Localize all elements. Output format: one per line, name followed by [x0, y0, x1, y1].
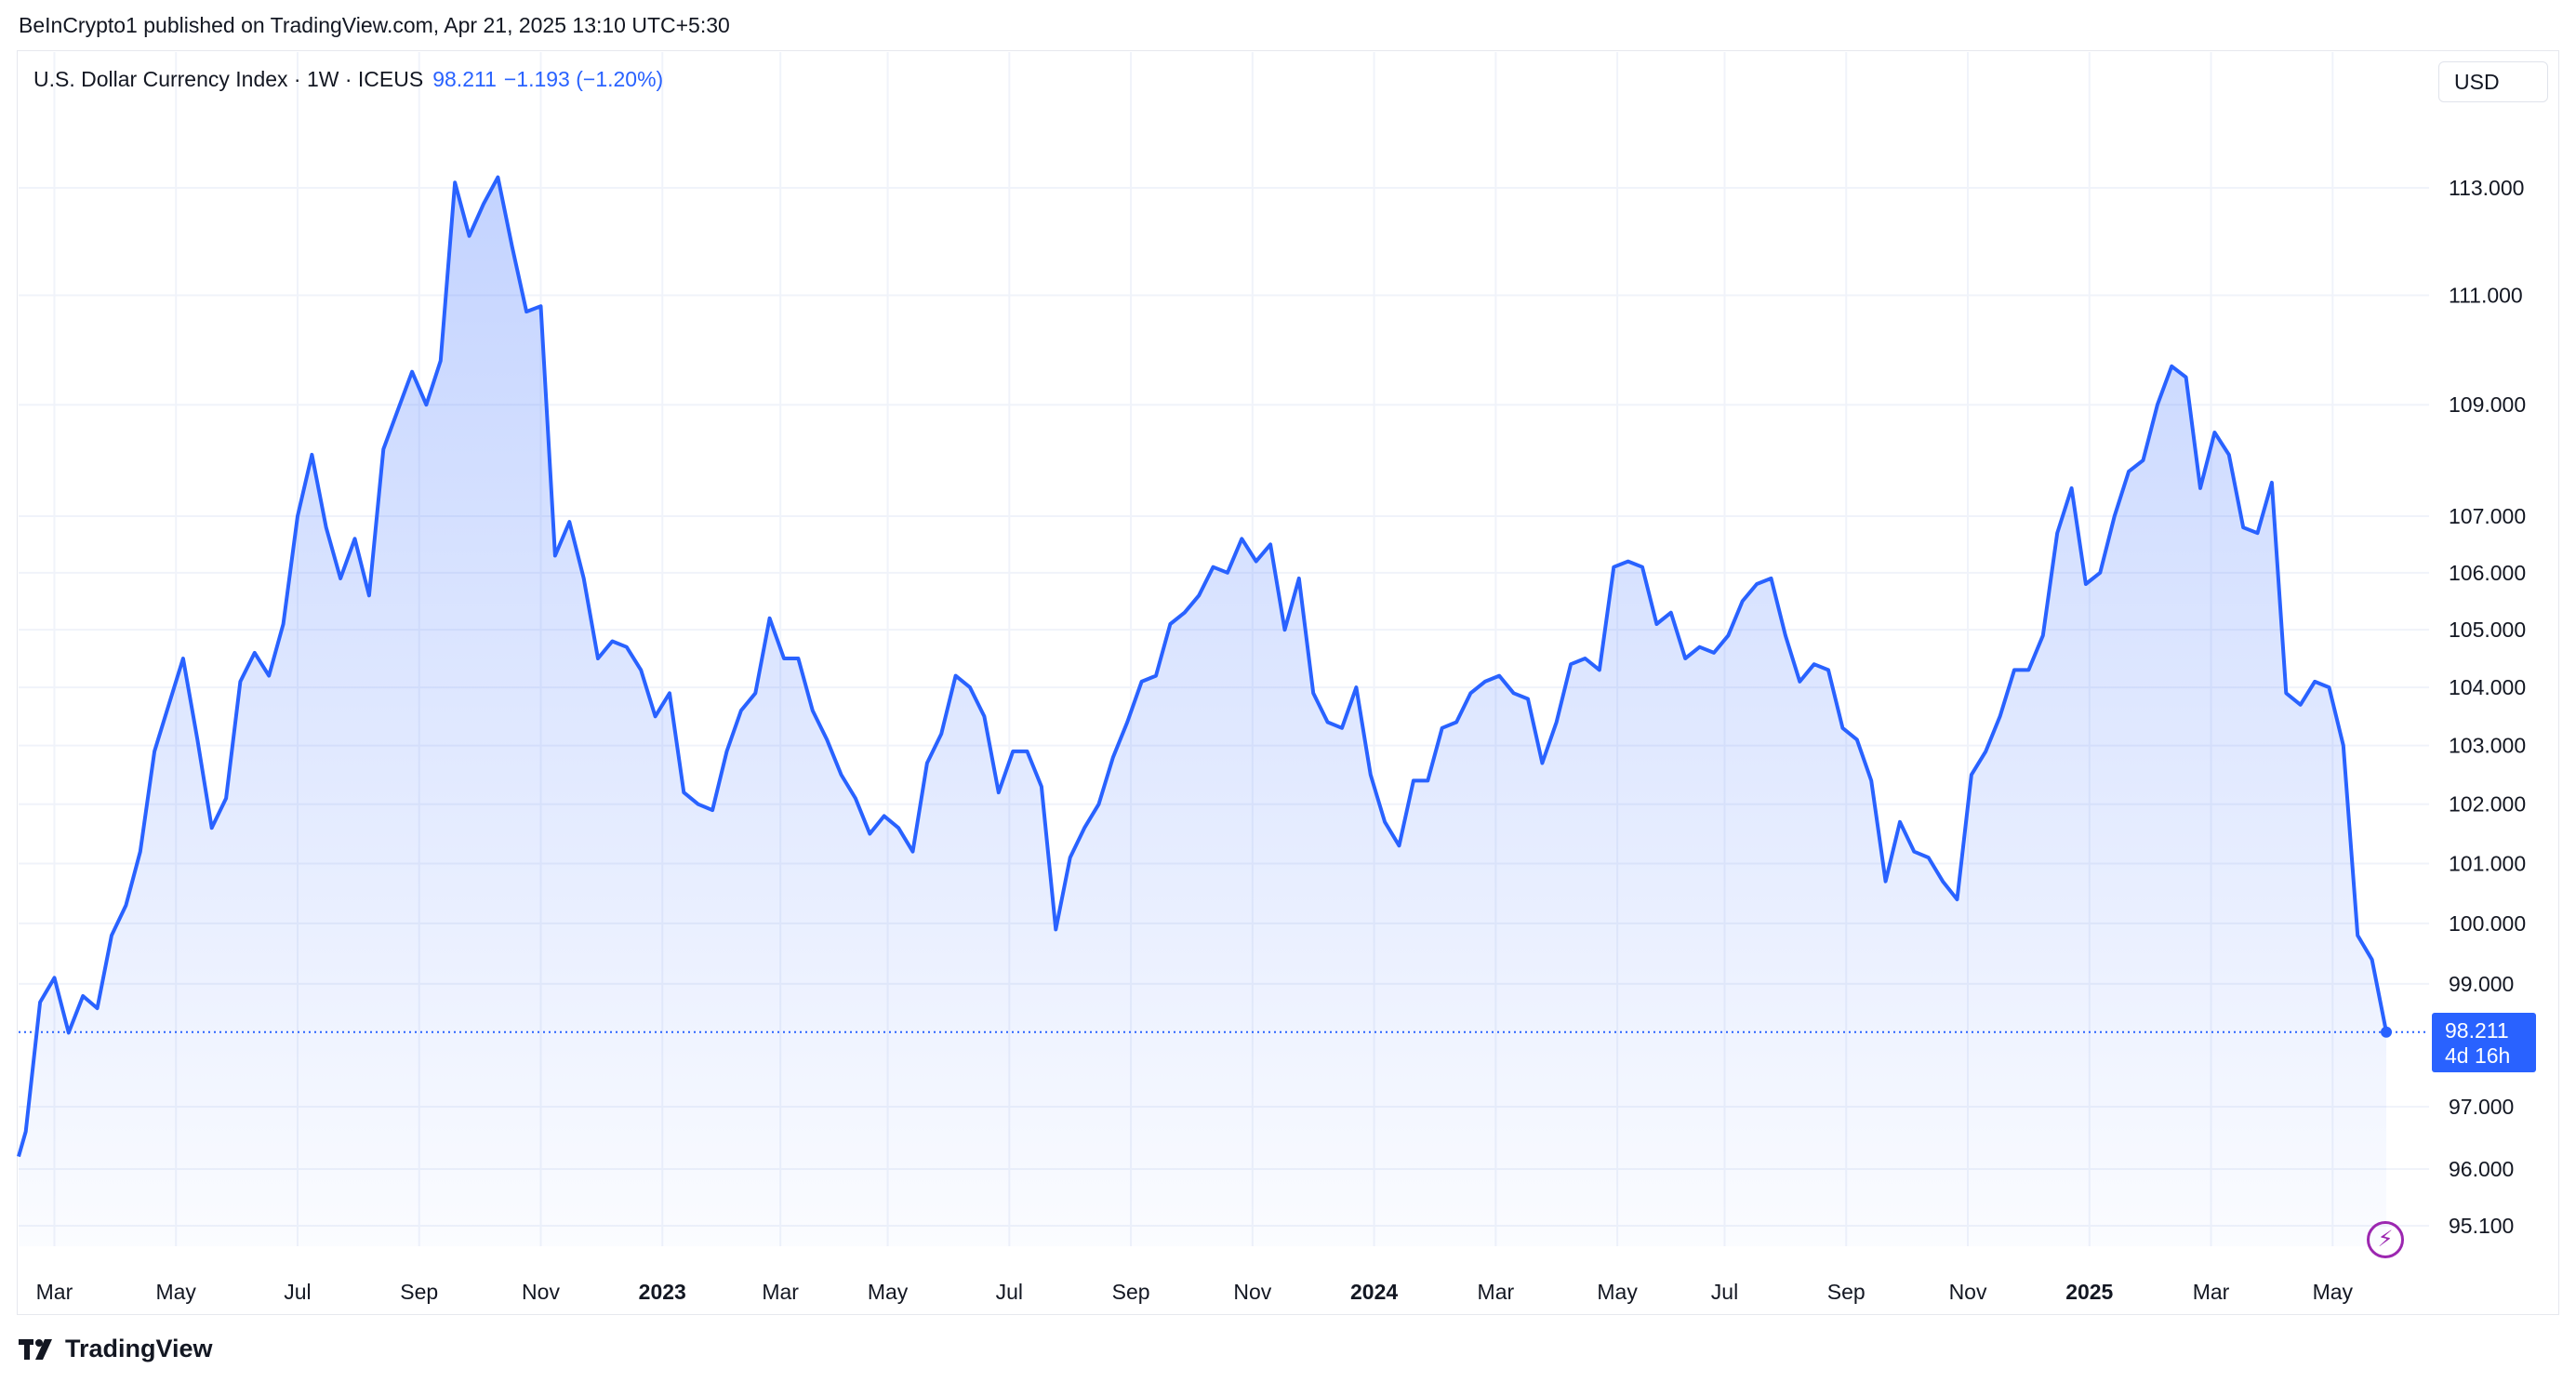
legend-last-value: 98.211 — [432, 67, 497, 91]
y-tick-label: 95.100 — [2449, 1214, 2514, 1238]
x-tick-label: 2023 — [639, 1280, 686, 1304]
x-tick-label: Sep — [1112, 1280, 1150, 1304]
x-tick-label: Nov — [1949, 1280, 1987, 1304]
last-price-tag: 98.211 4d 16h — [2432, 1013, 2536, 1072]
x-tick-label: 2024 — [1350, 1280, 1398, 1304]
lightning-bolt-icon[interactable]: ⚡ — [2367, 1221, 2404, 1258]
chart-frame — [17, 50, 2559, 1315]
published-by-line: BeInCrypto1 published on TradingView.com… — [19, 13, 730, 37]
tradingview-logo-icon — [19, 1338, 52, 1360]
y-tick-label: 106.000 — [2449, 561, 2526, 585]
bar-countdown: 4d 16h — [2445, 1043, 2511, 1068]
x-tick-label: Jul — [996, 1280, 1023, 1304]
x-tick-label: Mar — [1478, 1280, 1515, 1304]
y-tick-label: 111.000 — [2449, 284, 2523, 308]
x-tick-label: Jul — [284, 1280, 311, 1304]
series-area-fill — [19, 177, 2386, 1247]
y-tick-label: 103.000 — [2449, 734, 2526, 758]
y-tick-label: 97.000 — [2449, 1095, 2514, 1119]
x-axis-ticks: Mar May Jul Sep Nov 2023 Mar May Jul Sep Nov 2024 Ma… — [36, 1280, 2354, 1304]
x-tick-label: Mar — [762, 1280, 799, 1304]
y-tick-label: 100.000 — [2449, 911, 2526, 936]
y-tick-label: 113.000 — [2449, 176, 2524, 200]
x-tick-label: Mar — [2193, 1280, 2230, 1304]
last-price-marker — [2381, 1026, 2392, 1038]
x-tick-label: May — [155, 1280, 196, 1304]
x-tick-label: Nov — [522, 1280, 560, 1304]
x-tick-label: 2025 — [2065, 1280, 2113, 1304]
last-price-value: 98.211 — [2445, 1018, 2509, 1043]
tradingview-brand[interactable]: TradingView — [19, 1335, 213, 1363]
y-tick-label: 102.000 — [2449, 792, 2526, 817]
y-tick-label: 99.000 — [2449, 972, 2514, 996]
y-tick-label: 107.000 — [2449, 504, 2526, 528]
legend-symbol: U.S. Dollar Currency Index · 1W · ICEUS — [33, 67, 424, 91]
x-tick-label: Sep — [1827, 1280, 1866, 1304]
series-line — [17, 175, 2388, 1158]
y-tick-label: 105.000 — [2449, 618, 2526, 642]
chart-legend: U.S. Dollar Currency Index · 1W · ICEUS 9… — [33, 67, 663, 92]
x-tick-label: May — [2313, 1280, 2354, 1304]
x-tick-label: Nov — [1233, 1280, 1271, 1304]
brand-name: TradingView — [65, 1335, 213, 1362]
x-tick-label: Sep — [400, 1280, 438, 1304]
x-tick-label: May — [1597, 1280, 1638, 1304]
y-axis-ticks: 113.000 111.000 109.000 107.000 106.000 105.0… — [2449, 176, 2526, 1238]
legend-change: −1.193 (−1.20%) — [503, 67, 664, 91]
y-tick-label: 109.000 — [2449, 392, 2526, 417]
y-tick-label: 96.000 — [2449, 1157, 2514, 1181]
currency-button[interactable]: USD — [2438, 61, 2548, 102]
area-layer — [17, 175, 2429, 1247]
x-tick-label: May — [868, 1280, 909, 1304]
x-tick-label: Jul — [1711, 1280, 1738, 1304]
x-tick-label: Mar — [36, 1280, 73, 1304]
y-tick-label: 101.000 — [2449, 851, 2526, 875]
y-tick-label: 104.000 — [2449, 675, 2526, 699]
